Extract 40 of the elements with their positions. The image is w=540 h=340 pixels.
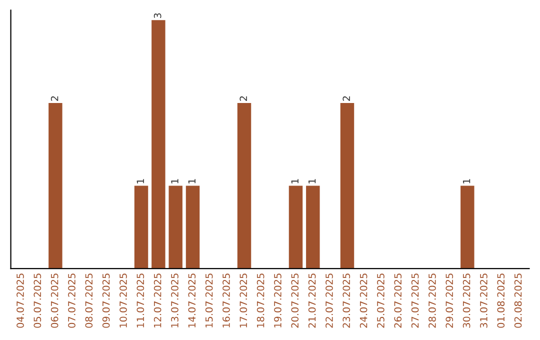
x-tick-label: 02.08.2025 xyxy=(514,274,522,328)
x-tick-label: 24.07.2025 xyxy=(360,274,368,328)
data-label: 2 xyxy=(342,96,350,101)
data-label: 1 xyxy=(463,179,470,184)
x-tick-label: 19.07.2025 xyxy=(274,274,282,328)
x-tick-label: 28.07.2025 xyxy=(428,274,436,328)
data-label: 1 xyxy=(308,179,316,184)
x-tick-label: 15.07.2025 xyxy=(205,274,213,328)
x-tick-label: 14.07.2025 xyxy=(188,274,196,328)
x-tick-label: 22.07.2025 xyxy=(326,274,333,328)
data-label: 2 xyxy=(50,96,58,101)
x-tick-label: 18.07.2025 xyxy=(256,274,264,328)
x-tick-label: 17.07.2025 xyxy=(240,274,248,328)
x-tick-label: 16.07.2025 xyxy=(222,274,230,328)
x-tick-label: 25.07.2025 xyxy=(377,274,384,328)
data-label: 1 xyxy=(188,179,196,184)
x-tick-label: 21.07.2025 xyxy=(308,274,316,328)
x-tick-label: 30.07.2025 xyxy=(462,274,470,328)
x-tick-label: 07.07.2025 xyxy=(68,274,76,328)
x-tick-label: 04.07.2025 xyxy=(16,274,24,328)
x-tick-label: 13.07.2025 xyxy=(171,274,178,328)
x-tick-label: 09.07.2025 xyxy=(102,274,110,328)
data-label: 1 xyxy=(291,179,298,184)
x-tick-label: 20.07.2025 xyxy=(291,274,299,328)
data-label: 3 xyxy=(154,13,162,18)
x-tick-label: 23.07.2025 xyxy=(342,274,350,328)
x-tick-label: 05.07.2025 xyxy=(34,274,42,328)
x-tick-label: 29.07.2025 xyxy=(446,274,454,328)
x-tick-label: 26.07.2025 xyxy=(394,274,402,328)
x-tick-label: 11.07.2025 xyxy=(136,274,144,328)
data-label: 1 xyxy=(171,179,178,184)
x-tick-label: 10.07.2025 xyxy=(120,274,127,328)
x-tick-label: 06.07.2025 xyxy=(50,274,58,328)
x-tick-label: 27.07.2025 xyxy=(411,274,419,328)
x-tick-label: 08.07.2025 xyxy=(85,274,93,328)
data-label: 1 xyxy=(136,179,144,184)
x-tick-label: 01.08.2025 xyxy=(497,274,505,328)
x-tick-label: 12.07.2025 xyxy=(154,274,162,328)
data-label: 2 xyxy=(240,96,247,101)
x-tick-label: 31.07.2025 xyxy=(480,274,488,328)
